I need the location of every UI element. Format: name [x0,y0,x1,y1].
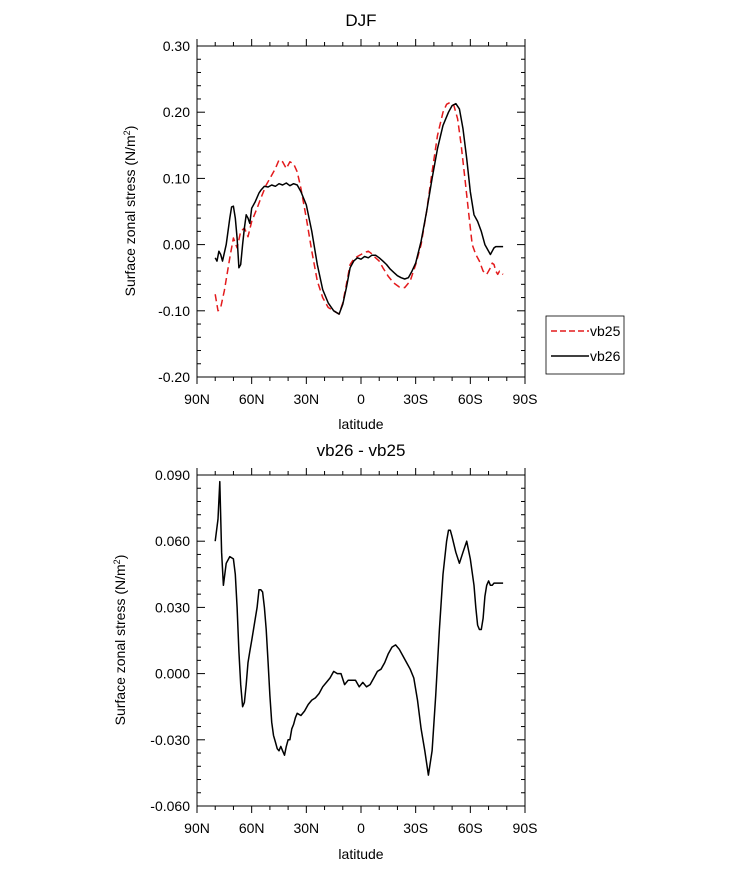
x-tick-label: 60S [458,820,483,836]
x-tick-label: 30S [403,820,428,836]
legend-label-vb25: vb25 [590,323,621,339]
x-tick-label: 0 [357,820,365,836]
y-axis-label-main: Surface zonal stress (N/m [122,135,138,296]
legend-box [545,315,625,375]
axis-ticks [196,468,526,813]
series-line-vb26 [214,102,504,315]
chart-title: vb26 - vb25 [317,441,406,460]
y-tick-label: 0.10 [163,170,190,186]
y-tick-label: -0.10 [158,303,190,319]
x-tick-label: 60N [239,820,265,836]
y-tick-label: 0.00 [163,237,190,253]
y-tick-labels: -0.060 -0.030 0.000 0.030 0.060 0.090 [150,467,190,814]
x-tick-label: 60N [239,391,265,407]
y-axis-label-main: Surface zonal stress (N/m [112,564,128,725]
y-axis-label-close: ) [112,555,128,560]
y-tick-label: -0.030 [150,732,190,748]
y-tick-label: 0.060 [155,533,190,549]
legend: vb25 vb26 [545,315,625,375]
y-axis-label: Surface zonal stress (N/m2) [122,126,138,297]
series-line-diff-0 [214,480,504,776]
x-tick-labels: 90N 60N 30N 0 30S 60S 90S [184,391,537,407]
y-tick-label: 0.20 [163,104,190,120]
series-group [214,101,504,315]
x-tick-label: 90N [184,391,210,407]
y-axis-label-close: ) [122,126,138,131]
x-tick-label: 60S [458,391,483,407]
x-tick-label: 90N [184,820,210,836]
panel-difference: vb26 - vb25 -0.060 -0.030 0.000 0.030 0.060 0… [112,441,537,862]
x-axis-label: latitude [338,846,383,862]
y-axis-label-superscript: 2 [112,559,122,564]
x-tick-label: 30S [403,391,428,407]
plot-frame [196,474,526,807]
x-tick-label: 30N [293,820,319,836]
legend-label-vb26: vb26 [590,348,621,364]
panel-djf: DJF -0.20 -0.10 0.00 0.10 0.20 0.30 90N 60N 30N… [122,11,625,432]
y-tick-label: -0.20 [158,369,190,385]
y-tick-label: 0.30 [163,38,190,54]
series-group [214,480,504,776]
y-tick-label: 0.030 [155,599,190,615]
plot-frame [196,45,526,378]
x-tick-label: 90S [513,820,538,836]
x-tick-label: 0 [357,391,365,407]
series-line-vb25 [214,101,504,315]
chart-title: DJF [345,11,376,30]
y-axis-label: Surface zonal stress (N/m2) [112,555,128,726]
y-tick-label: 0.000 [155,666,190,682]
x-tick-label: 30N [293,391,319,407]
x-tick-label: 90S [513,391,538,407]
y-tick-labels: -0.20 -0.10 0.00 0.10 0.20 0.30 [158,38,190,385]
axis-ticks [196,39,526,384]
y-axis-label-superscript: 2 [122,130,132,135]
x-axis-label: latitude [338,416,383,432]
y-tick-label: 0.090 [155,467,190,483]
y-tick-label: -0.060 [150,798,190,814]
x-tick-labels: 90N 60N 30N 0 30S 60S 90S [184,820,537,836]
